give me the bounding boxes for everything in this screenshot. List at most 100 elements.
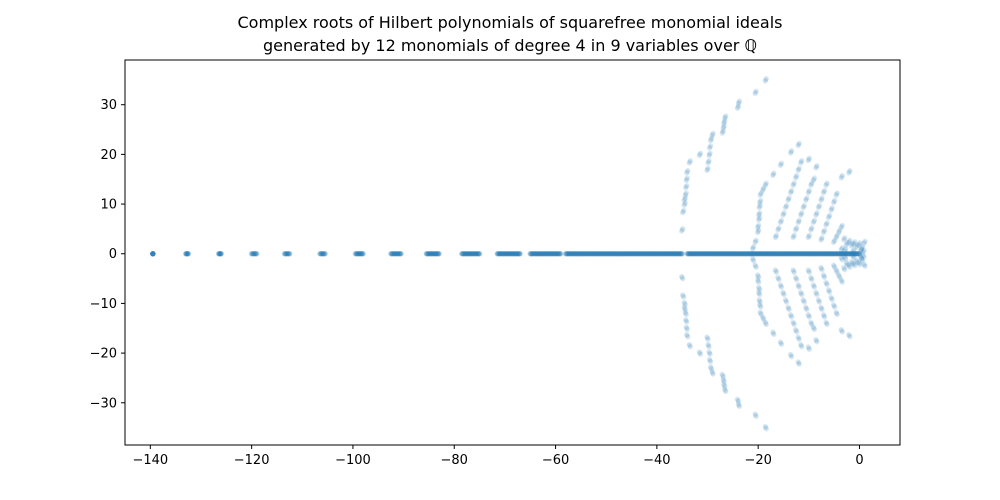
data-point bbox=[535, 251, 541, 257]
data-point bbox=[850, 251, 857, 257]
data-point bbox=[789, 251, 795, 257]
y-tick-label: 20 bbox=[100, 148, 117, 163]
data-point bbox=[660, 251, 666, 257]
data-point bbox=[761, 185, 767, 191]
data-point bbox=[720, 128, 726, 134]
data-point bbox=[818, 304, 824, 310]
data-point bbox=[777, 339, 783, 345]
data-point bbox=[661, 251, 667, 257]
data-point bbox=[823, 279, 829, 285]
data-point bbox=[776, 251, 782, 257]
data-point bbox=[732, 251, 738, 257]
data-point bbox=[684, 182, 690, 189]
data-point bbox=[532, 251, 538, 257]
data-point bbox=[778, 284, 785, 290]
data-point bbox=[321, 251, 327, 257]
data-point bbox=[796, 284, 802, 290]
data-point bbox=[801, 298, 807, 304]
data-point bbox=[861, 240, 867, 247]
data-point bbox=[392, 251, 398, 257]
data-point bbox=[707, 351, 713, 357]
data-point bbox=[806, 251, 812, 257]
data-point bbox=[823, 320, 830, 326]
data-point bbox=[318, 251, 324, 257]
data-point bbox=[633, 251, 639, 257]
data-point bbox=[394, 251, 400, 257]
data-point bbox=[756, 211, 762, 217]
data-point bbox=[835, 251, 842, 257]
data-point bbox=[583, 251, 589, 257]
data-point bbox=[472, 251, 478, 257]
data-point bbox=[757, 251, 763, 257]
data-point bbox=[792, 227, 799, 233]
data-point bbox=[632, 251, 639, 257]
data-point bbox=[679, 251, 685, 257]
data-point bbox=[679, 274, 685, 281]
data-point bbox=[642, 251, 649, 257]
data-point bbox=[540, 251, 546, 257]
data-point bbox=[680, 226, 686, 232]
data-point bbox=[771, 331, 777, 338]
data-point bbox=[820, 272, 827, 278]
data-point bbox=[686, 251, 692, 257]
data-point bbox=[707, 144, 713, 150]
data-point bbox=[554, 251, 560, 257]
data-point bbox=[571, 251, 577, 257]
data-point bbox=[835, 251, 841, 257]
data-point bbox=[355, 251, 362, 257]
data-point bbox=[856, 251, 863, 257]
data-point bbox=[709, 133, 715, 139]
data-point bbox=[558, 251, 564, 257]
data-point bbox=[150, 251, 156, 257]
data-point bbox=[806, 268, 812, 274]
data-point bbox=[682, 196, 688, 202]
data-point bbox=[617, 251, 623, 257]
data-point bbox=[515, 251, 521, 257]
data-point bbox=[785, 251, 791, 257]
data-point bbox=[713, 251, 719, 257]
data-point bbox=[843, 251, 849, 257]
data-point bbox=[713, 251, 719, 257]
data-point bbox=[575, 251, 581, 257]
data-point bbox=[697, 251, 703, 257]
data-point bbox=[810, 251, 816, 257]
data-point bbox=[844, 251, 851, 257]
data-point bbox=[603, 251, 610, 257]
data-point bbox=[721, 120, 727, 126]
data-point bbox=[684, 251, 691, 257]
data-point bbox=[287, 251, 293, 257]
data-point bbox=[838, 251, 844, 257]
data-point bbox=[773, 251, 779, 257]
data-point bbox=[824, 321, 830, 328]
data-point bbox=[733, 251, 739, 257]
data-point bbox=[720, 251, 726, 257]
data-point bbox=[814, 210, 820, 216]
data-point bbox=[742, 251, 748, 257]
data-point bbox=[388, 251, 394, 257]
data-point bbox=[721, 382, 727, 388]
data-point bbox=[824, 251, 830, 257]
data-point bbox=[705, 159, 712, 165]
data-point bbox=[782, 251, 789, 257]
data-point bbox=[831, 198, 837, 205]
data-point bbox=[795, 251, 802, 257]
data-point bbox=[771, 251, 777, 257]
data-point bbox=[797, 251, 804, 257]
data-point bbox=[667, 251, 673, 257]
data-point bbox=[793, 251, 799, 257]
data-point bbox=[621, 251, 628, 257]
data-point bbox=[353, 251, 359, 257]
data-point bbox=[150, 251, 156, 257]
data-point bbox=[763, 320, 769, 326]
data-point bbox=[681, 294, 687, 300]
data-point bbox=[839, 223, 845, 230]
data-point bbox=[755, 278, 761, 284]
data-point bbox=[282, 251, 288, 257]
data-point bbox=[684, 176, 690, 182]
data-point bbox=[715, 251, 721, 257]
data-point bbox=[725, 251, 732, 257]
data-point bbox=[470, 251, 477, 257]
data-point bbox=[586, 251, 592, 257]
data-point bbox=[598, 251, 604, 257]
data-point bbox=[705, 251, 711, 257]
